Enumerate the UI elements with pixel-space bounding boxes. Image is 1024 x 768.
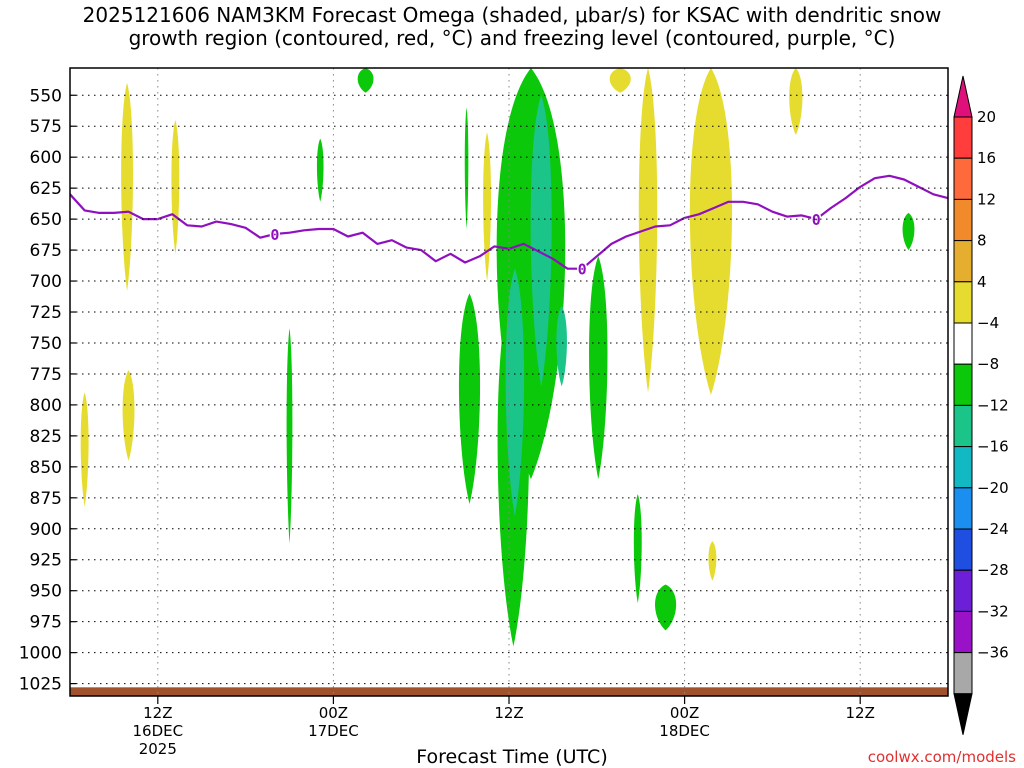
colorbar-label: −8 [977,355,999,373]
colorbar-label: −12 [977,396,1009,414]
y-tick-label: 825 [30,427,62,447]
x-axis-title: Forecast Time (UTC) [416,746,608,768]
y-tick-label: 925 [30,551,62,571]
colorbar-top-arrow [953,75,973,118]
colorbar-bottom-arrow [953,693,973,735]
freezing-level-label: 0 [812,211,821,229]
title-line-1: 2025121606 NAM3KM Forecast Omega (shaded… [82,3,942,27]
y-tick-label: 800 [30,396,62,416]
colorbar-label: −16 [977,438,1009,456]
colorbar-swatch [953,322,973,365]
y-tick-label: 600 [30,148,62,168]
omega-region [122,370,135,461]
omega-region [458,293,481,505]
surface-band [70,687,948,696]
y-tick-label: 950 [30,582,62,602]
x-tick-label: 00Z [319,704,348,722]
colorbar-label: 20 [977,108,996,126]
y-tick-label: 575 [30,117,62,137]
omega-region [286,328,293,544]
title-line-2: growth region (contoured, red, °C) and f… [128,26,896,50]
colorbar-swatch [953,652,973,695]
omega-region [902,212,915,251]
omega-region [689,68,733,396]
colorbar-swatch [953,281,973,324]
omega-region [505,268,525,517]
colorbar-swatch [953,487,973,530]
colorbar-label: 16 [977,149,996,167]
y-tick-label: 550 [30,86,62,106]
x-tick-label: 12Z [846,704,875,722]
colorbar-swatch [953,198,973,242]
colorbar-label: 8 [977,232,987,250]
colorbar-label: −24 [977,520,1009,538]
freezing-level-label: 0 [578,261,587,279]
colorbar-swatch [953,446,973,489]
chart-title: 2025121606 NAM3KM Forecast Omega (shaded… [0,4,1024,50]
omega-region [609,68,631,93]
x-tick-date: 17DEC [308,722,359,740]
omega-region [789,68,803,135]
y-tick-label: 775 [30,365,62,385]
y-tick-label: 975 [30,613,62,633]
colorbar-swatch [953,363,973,406]
x-tick-date: 16DEC [133,722,184,740]
colorbar-swatch [953,569,973,612]
y-tick-label: 1025 [19,675,62,695]
colorbar-swatch [953,240,973,283]
omega-region [464,107,469,230]
omega-region [483,132,492,282]
credit-link[interactable]: coolwx.com/models [867,748,1016,766]
colorbar: 20 16 12 8 4 −4 −8 −12 −16 −20 −24 −28 −32 −36 [953,75,1009,735]
y-tick-label: 750 [30,334,62,354]
colorbar-label: 4 [977,273,987,291]
colorbar-label: −28 [977,561,1009,579]
omega-region [171,120,180,254]
x-tick-label: 00Z [670,704,699,722]
colorbar-label: −4 [977,314,999,332]
omega-region [121,82,134,291]
y-tick-label: 650 [30,210,62,230]
omega-region [708,541,717,581]
omega-region [655,584,677,631]
y-tick-label: 850 [30,458,62,478]
colorbar-swatch [953,404,973,448]
omega-region [530,95,552,387]
colorbar-swatch [953,528,973,571]
y-tick-label: 700 [30,272,62,292]
omega-region [589,256,608,480]
grid [70,68,948,696]
omega-region [633,494,642,604]
colorbar-swatch [953,157,973,200]
colorbar-label: −32 [977,602,1009,620]
x-tick-label: 12Z [143,704,172,722]
omega-region [556,305,567,387]
omega-region [316,138,324,202]
omega-region [638,68,658,393]
colorbar-swatch [953,116,973,159]
colorbar-label: −20 [977,479,1009,497]
omega-region [80,392,89,507]
y-tick-label: 625 [30,179,62,199]
colorbar-swatch [953,610,973,654]
y-tick-label: 875 [30,489,62,509]
colorbar-label: −36 [977,644,1009,662]
x-tick-label: 12Z [494,704,523,722]
omega-region [357,68,374,93]
plot-area: 0 0 0 [70,68,948,696]
y-tick-label: 900 [30,520,62,540]
x-tick-year: 2025 [139,740,177,758]
x-tick-date: 18DEC [659,722,710,740]
y-tick-label: 675 [30,241,62,261]
y-tick-label: 725 [30,303,62,323]
colorbar-label: 12 [977,190,996,208]
freezing-level-label: 0 [270,226,279,244]
y-tick-label: 1000 [19,644,62,664]
y-axis: 550 575 600 625 650 675 700 725 750 775 800 825 850 8… [19,86,76,695]
